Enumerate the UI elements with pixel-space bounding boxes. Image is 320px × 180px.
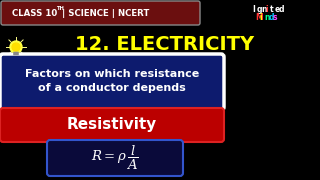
- Text: d: d: [279, 6, 284, 15]
- FancyBboxPatch shape: [0, 54, 224, 110]
- Text: $R = \rho \, \dfrac{l}{A}$: $R = \rho \, \dfrac{l}{A}$: [91, 144, 139, 172]
- Text: i: i: [266, 6, 268, 15]
- Text: n: n: [261, 6, 267, 15]
- Text: I: I: [252, 6, 255, 15]
- Text: Resistivity: Resistivity: [67, 118, 157, 132]
- Circle shape: [12, 43, 20, 51]
- FancyBboxPatch shape: [47, 140, 183, 176]
- Text: t: t: [270, 6, 274, 15]
- FancyBboxPatch shape: [13, 52, 19, 55]
- Text: s: s: [273, 14, 277, 22]
- Text: Factors on which resistance: Factors on which resistance: [25, 69, 199, 79]
- Text: e: e: [275, 6, 280, 15]
- Text: | SCIENCE | NCERT: | SCIENCE | NCERT: [62, 9, 149, 18]
- FancyBboxPatch shape: [0, 108, 224, 142]
- Text: g: g: [257, 6, 262, 15]
- Text: of a conductor depends: of a conductor depends: [38, 83, 186, 93]
- Circle shape: [10, 41, 22, 53]
- Text: M: M: [255, 14, 263, 22]
- Text: d: d: [268, 14, 274, 22]
- FancyBboxPatch shape: [1, 1, 200, 25]
- Text: 12. ELECTRICITY: 12. ELECTRICITY: [76, 35, 255, 53]
- Text: i: i: [260, 14, 262, 22]
- Text: TH: TH: [56, 6, 64, 12]
- Text: n: n: [264, 14, 269, 22]
- Text: CLASS 10: CLASS 10: [12, 9, 57, 18]
